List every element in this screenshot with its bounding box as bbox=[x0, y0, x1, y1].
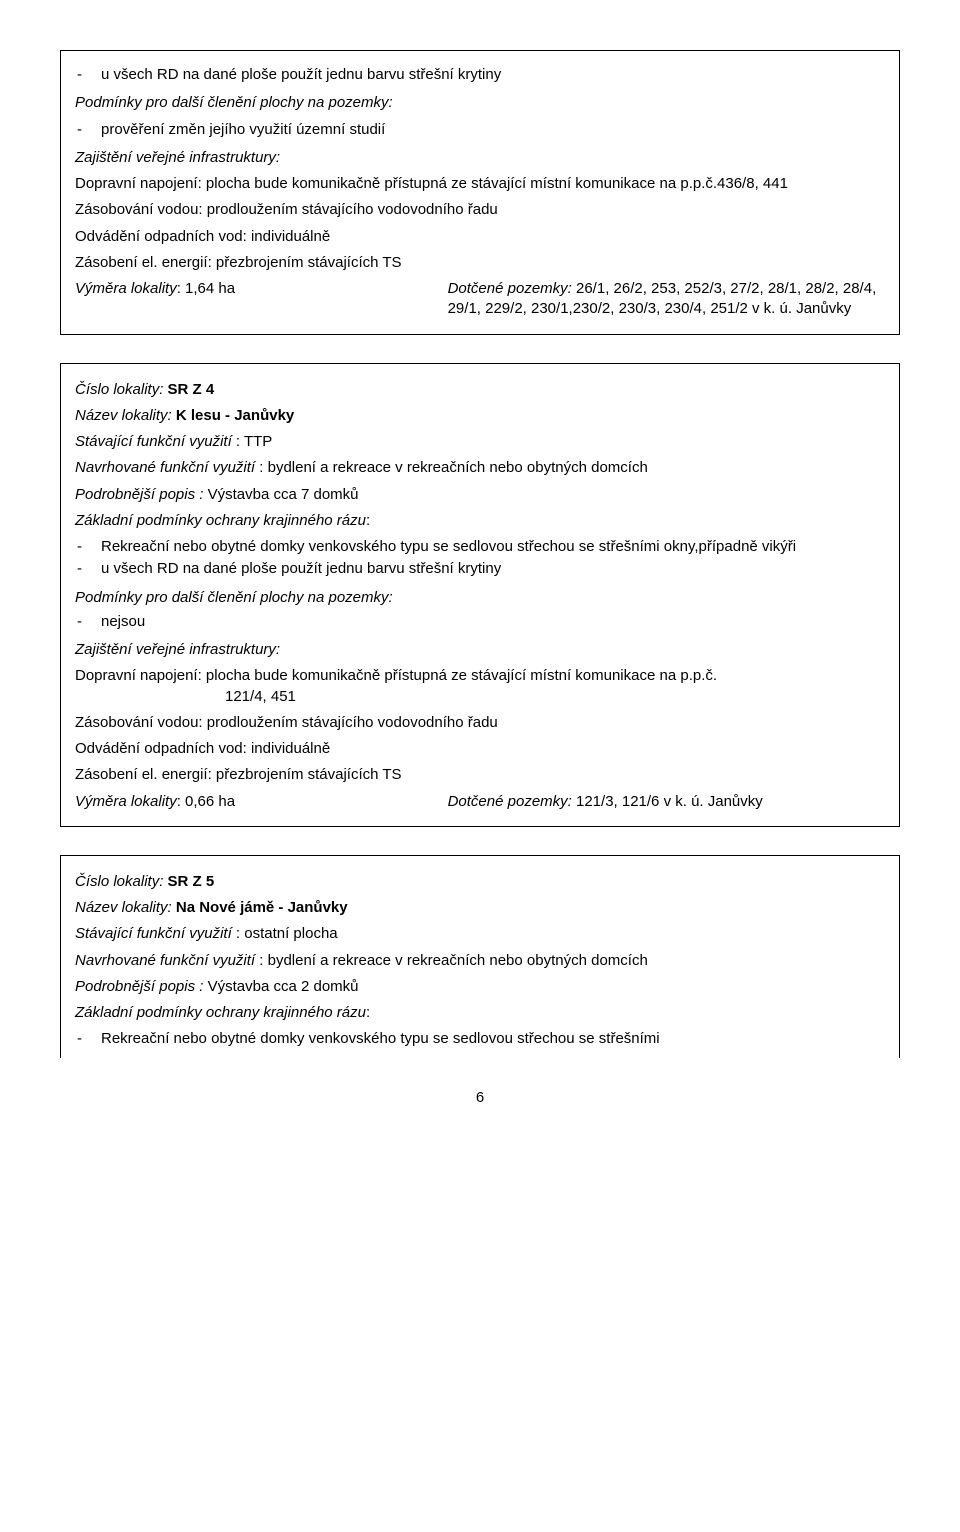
landscape-heading: Základní podmínky ochrany krajinného ráz… bbox=[75, 1003, 885, 1023]
current-use-row: Stávající funkční využití : TTP bbox=[75, 432, 885, 452]
current-use-value: : TTP bbox=[232, 433, 273, 450]
locality-number-label: Číslo lokality: bbox=[75, 381, 163, 398]
current-use-value: : ostatní plocha bbox=[232, 925, 338, 942]
detail-row: Podrobnější popis : Výstavba cca 7 domků bbox=[75, 485, 885, 505]
landscape-list: Rekreační nebo obytné domky venkovského … bbox=[75, 537, 885, 580]
parcels-cell: Dotčené pozemky: 121/3, 121/6 v k. ú. Ja… bbox=[448, 792, 885, 812]
locality-name-value: K lesu - Janůvky bbox=[176, 407, 294, 424]
landscape-label: Základní podmínky ochrany krajinného ráz… bbox=[75, 512, 366, 529]
conditions-heading: Podmínky pro další členění plochy na poz… bbox=[75, 588, 885, 608]
area-parcels-row: Výměra lokality: 0,66 ha Dotčené pozemky… bbox=[75, 792, 885, 812]
detail-label: Podrobnější popis : bbox=[75, 486, 203, 503]
locality-number-value: SR Z 5 bbox=[163, 873, 214, 890]
condition-item: nejsou bbox=[75, 612, 885, 632]
area-value: : 0,66 ha bbox=[177, 793, 235, 810]
detail-row: Podrobnější popis : Výstavba cca 2 domků bbox=[75, 977, 885, 997]
area-label: Výměra lokality bbox=[75, 280, 177, 297]
detail-label: Podrobnější popis : bbox=[75, 978, 203, 995]
water-supply: Zásobování vodou: prodloužením stávající… bbox=[75, 200, 885, 220]
bullet-item: u všech RD na dané ploše použít jednu ba… bbox=[75, 65, 885, 85]
page-number: 6 bbox=[60, 1088, 900, 1108]
locality-name-label: Název lokality: bbox=[75, 899, 176, 916]
current-use-label: Stávající funkční využití bbox=[75, 433, 232, 450]
proposed-use-row: Navrhované funkční využití : bydlení a r… bbox=[75, 951, 885, 971]
parcels-label: Dotčené pozemky: bbox=[448, 280, 572, 297]
area-cell: Výměra lokality: 1,64 ha bbox=[75, 279, 448, 299]
road-connection-line1: Dopravní napojení: plocha bude komunikač… bbox=[75, 666, 885, 686]
locality-number-value: SR Z 4 bbox=[163, 381, 214, 398]
parcels-label: Dotčené pozemky: bbox=[448, 793, 572, 810]
infrastructure-heading: Zajištění veřejné infrastruktury: bbox=[75, 148, 885, 168]
conditions-heading: Podmínky pro další členění plochy na poz… bbox=[75, 93, 885, 113]
locality-name-row: Název lokality: K lesu - Janůvky bbox=[75, 406, 885, 426]
locality-name-value: Na Nové jámě - Janůvky bbox=[176, 899, 348, 916]
detail-value: Výstavba cca 2 domků bbox=[203, 978, 358, 995]
locality-number-label: Číslo lokality: bbox=[75, 873, 163, 890]
landscape-item: Rekreační nebo obytné domky venkovského … bbox=[75, 537, 885, 557]
conditions-list: nejsou bbox=[75, 612, 885, 632]
area-label: Výměra lokality bbox=[75, 793, 177, 810]
landscape-colon: : bbox=[366, 1004, 370, 1021]
landscape-list: Rekreační nebo obytné domky venkovského … bbox=[75, 1029, 885, 1049]
sewage: Odvádění odpadních vod: individuálně bbox=[75, 739, 885, 759]
parcels-cell: Dotčené pozemky: 26/1, 26/2, 253, 252/3,… bbox=[448, 279, 885, 320]
proposed-use-value: : bydlení a rekreace v rekreačních nebo … bbox=[255, 952, 648, 969]
area-cell: Výměra lokality: 0,66 ha bbox=[75, 792, 448, 812]
area-value: : 1,64 ha bbox=[177, 280, 235, 297]
energy-supply: Zásobení el. energií: přezbrojením stáva… bbox=[75, 253, 885, 273]
road-connection-line2: 121/4, 451 bbox=[75, 687, 885, 707]
road-connection: Dopravní napojení: plocha bude komunikač… bbox=[75, 174, 885, 194]
intro-bullets: u všech RD na dané ploše použít jednu ba… bbox=[75, 65, 885, 85]
proposed-use-label: Navrhované funkční využití bbox=[75, 459, 255, 476]
landscape-item: u všech RD na dané ploše použít jednu ba… bbox=[75, 559, 885, 579]
proposed-use-value: : bydlení a rekreace v rekreačních nebo … bbox=[255, 459, 648, 476]
detail-value: Výstavba cca 7 domků bbox=[203, 486, 358, 503]
proposed-use-label: Navrhované funkční využití bbox=[75, 952, 255, 969]
landscape-colon: : bbox=[366, 512, 370, 529]
locality-box-continued: u všech RD na dané ploše použít jednu ba… bbox=[60, 50, 900, 335]
water-supply: Zásobování vodou: prodloužením stávající… bbox=[75, 713, 885, 733]
energy-supply: Zásobení el. energií: přezbrojením stáva… bbox=[75, 765, 885, 785]
locality-name-label: Název lokality: bbox=[75, 407, 176, 424]
infrastructure-heading: Zajištění veřejné infrastruktury: bbox=[75, 640, 885, 660]
locality-name-row: Název lokality: Na Nové jámě - Janůvky bbox=[75, 898, 885, 918]
landscape-heading: Základní podmínky ochrany krajinného ráz… bbox=[75, 511, 885, 531]
proposed-use-row: Navrhované funkční využití : bydlení a r… bbox=[75, 458, 885, 478]
conditions-list: prověření změn jejího využití územní stu… bbox=[75, 120, 885, 140]
locality-box-z5: Číslo lokality: SR Z 5 Název lokality: N… bbox=[60, 855, 900, 1058]
current-use-row: Stávající funkční využití : ostatní ploc… bbox=[75, 924, 885, 944]
locality-box-z4: Číslo lokality: SR Z 4 Název lokality: K… bbox=[60, 363, 900, 827]
landscape-item: Rekreační nebo obytné domky venkovského … bbox=[75, 1029, 885, 1049]
current-use-label: Stávající funkční využití bbox=[75, 925, 232, 942]
locality-number-row: Číslo lokality: SR Z 4 bbox=[75, 380, 885, 400]
condition-item: prověření změn jejího využití územní stu… bbox=[75, 120, 885, 140]
area-parcels-row: Výměra lokality: 1,64 ha Dotčené pozemky… bbox=[75, 279, 885, 320]
locality-number-row: Číslo lokality: SR Z 5 bbox=[75, 872, 885, 892]
sewage: Odvádění odpadních vod: individuálně bbox=[75, 227, 885, 247]
parcels-value: 121/3, 121/6 v k. ú. Janůvky bbox=[572, 793, 763, 810]
landscape-label: Základní podmínky ochrany krajinného ráz… bbox=[75, 1004, 366, 1021]
